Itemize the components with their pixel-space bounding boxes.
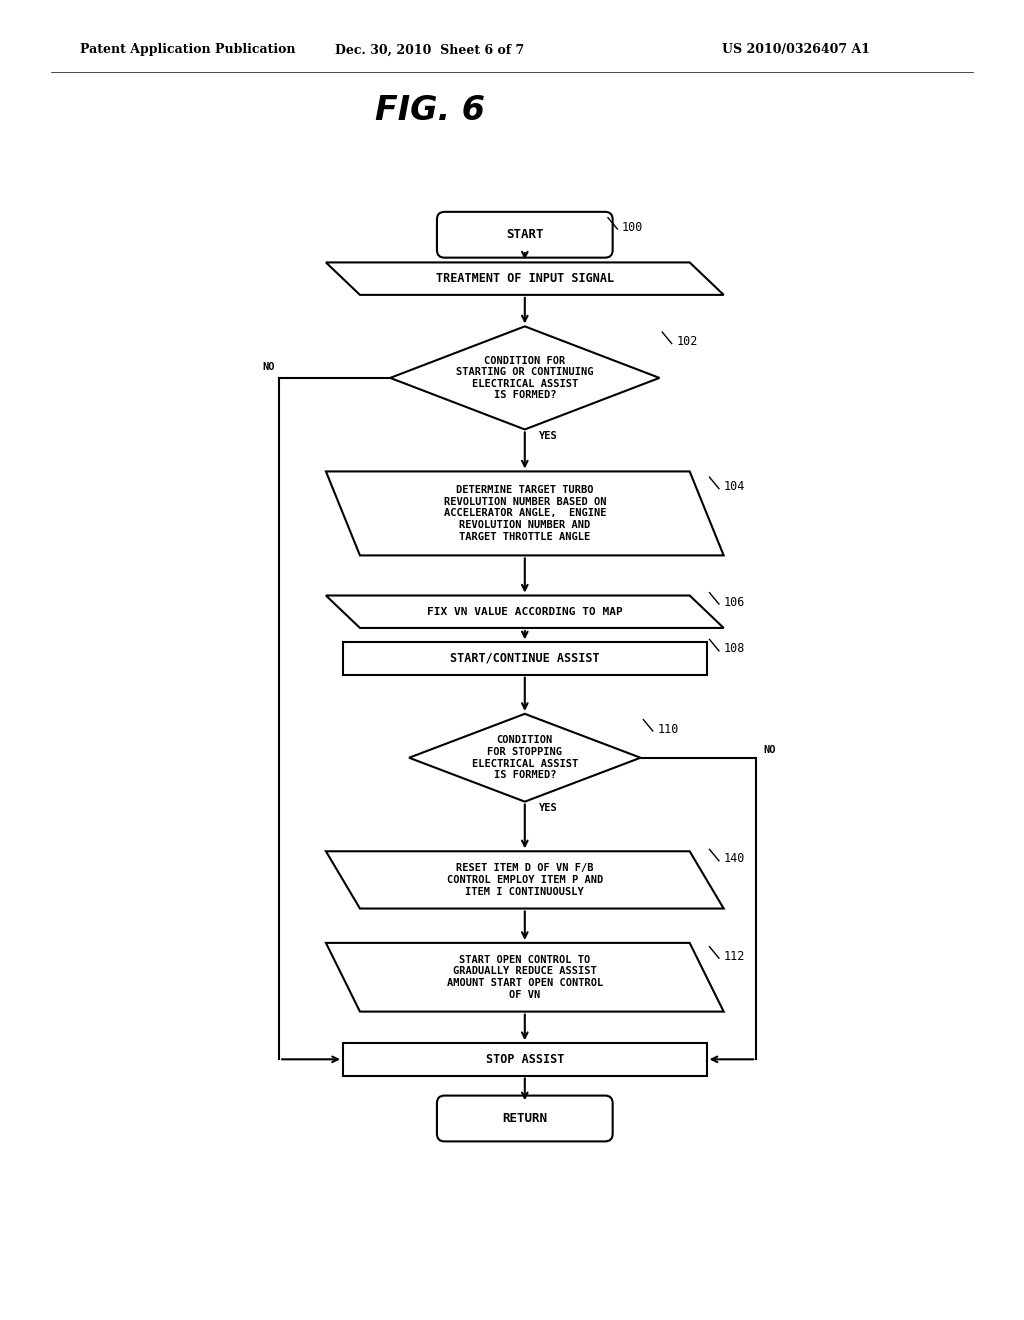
FancyBboxPatch shape [437,1096,612,1142]
Text: FIG. 6: FIG. 6 [375,94,485,127]
FancyBboxPatch shape [437,211,612,257]
Polygon shape [409,714,641,801]
Polygon shape [326,595,724,628]
Text: US 2010/0326407 A1: US 2010/0326407 A1 [722,44,870,57]
Text: YES: YES [539,803,558,813]
Text: START/CONTINUE ASSIST: START/CONTINUE ASSIST [450,652,600,665]
Text: Dec. 30, 2010  Sheet 6 of 7: Dec. 30, 2010 Sheet 6 of 7 [336,44,524,57]
Text: CONDITION
FOR STOPPING
ELECTRICAL ASSIST
IS FORMED?: CONDITION FOR STOPPING ELECTRICAL ASSIST… [472,735,578,780]
Text: 108: 108 [724,643,745,656]
Text: START OPEN CONTROL TO
GRADUALLY REDUCE ASSIST
AMOUNT START OPEN CONTROL
OF VN: START OPEN CONTROL TO GRADUALLY REDUCE A… [446,954,603,999]
Text: RETURN: RETURN [503,1111,547,1125]
Polygon shape [326,471,724,556]
Text: STOP ASSIST: STOP ASSIST [485,1053,564,1065]
Text: 110: 110 [657,722,679,735]
Text: TREATMENT OF INPUT SIGNAL: TREATMENT OF INPUT SIGNAL [436,272,613,285]
Text: 104: 104 [724,480,745,494]
Text: CONDITION FOR
STARTING OR CONTINUING
ELECTRICAL ASSIST
IS FORMED?: CONDITION FOR STARTING OR CONTINUING ELE… [456,355,594,400]
Text: 140: 140 [724,853,745,866]
Bar [343,1043,707,1076]
Bar [343,643,707,675]
Text: Patent Application Publication: Patent Application Publication [80,44,296,57]
Polygon shape [326,851,724,908]
Text: DETERMINE TARGET TURBO
REVOLUTION NUMBER BASED ON
ACCELERATOR ANGLE,  ENGINE
REV: DETERMINE TARGET TURBO REVOLUTION NUMBER… [443,486,606,541]
Text: NO: NO [764,744,776,755]
Polygon shape [326,942,724,1011]
Text: NO: NO [262,362,274,372]
Text: YES: YES [539,432,558,441]
Polygon shape [326,263,724,294]
Text: FIX VN VALUE ACCORDING TO MAP: FIX VN VALUE ACCORDING TO MAP [427,607,623,616]
Text: 112: 112 [724,950,745,962]
Text: 102: 102 [677,335,697,348]
Text: RESET ITEM D OF VN F/B
CONTROL EMPLOY ITEM P AND
ITEM I CONTINUOUSLY: RESET ITEM D OF VN F/B CONTROL EMPLOY IT… [446,863,603,896]
Text: 106: 106 [724,595,745,609]
Text: 100: 100 [623,220,643,234]
Text: START: START [506,228,544,242]
Polygon shape [390,326,659,429]
